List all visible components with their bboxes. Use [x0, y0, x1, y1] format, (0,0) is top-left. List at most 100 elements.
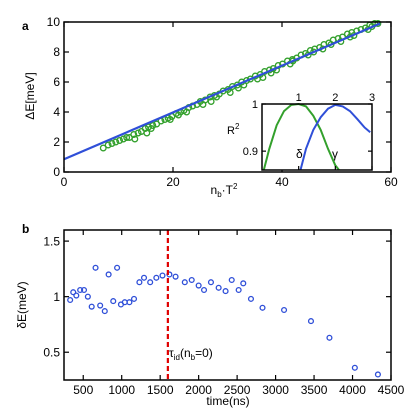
panel-a-ytick-label: 6 [53, 75, 60, 89]
annotation-sub: id [174, 353, 180, 362]
inset-ytick-label: 1 [252, 99, 258, 111]
panel-b-data-point [195, 282, 202, 289]
panel-b-data-point [105, 271, 112, 278]
panel-a-data-point [183, 108, 191, 116]
panel-a-xtick-label: 60 [384, 175, 398, 189]
panel-b-xtick-label: 3000 [262, 383, 289, 397]
panel-b-xlabel: time(ns) [206, 394, 249, 408]
panel-b-data-point [77, 286, 84, 294]
panel-b-data-point [326, 334, 333, 341]
panel-b-xtick-label: 3500 [301, 383, 328, 397]
inset-xtick-label: 3 [369, 92, 375, 104]
panel-b-data-point [126, 299, 133, 306]
panel-b-data-point [235, 286, 242, 294]
panel-a-xtick-label: 40 [275, 175, 289, 189]
panel-b-data-point [351, 364, 358, 371]
panel-b-data-point [92, 264, 99, 271]
panel-b-data-point [130, 295, 138, 302]
panel-b-data-point [70, 289, 77, 296]
panel-a-ytick-label: 8 [53, 45, 60, 59]
panel-a-data-point [104, 141, 112, 149]
panel-b-data-point [207, 279, 215, 286]
panel-b-marks [67, 230, 381, 380]
inset-xtick-label: 1 [296, 92, 302, 104]
panel-a-xtick-label: 0 [61, 175, 68, 189]
panel-label-a: a [22, 19, 29, 33]
panel-b-data-point [73, 292, 80, 299]
panel-b-data-point [374, 371, 381, 378]
panel-b-data-point [101, 308, 108, 315]
panel-b-data-point [153, 274, 160, 281]
panel-a-data-point [143, 129, 151, 137]
panel-a-data-point [134, 129, 142, 137]
panel-b-ytick-label: 0.5 [43, 345, 60, 359]
panel-b-ylabel: δE(meV) [15, 281, 29, 328]
panel-b-xtick-label: 2000 [185, 383, 212, 397]
panel-a-data-point [174, 111, 182, 119]
panel-a-data-point [116, 137, 124, 144]
panel-a-data-point [123, 134, 131, 141]
panel-b-data-point [67, 296, 74, 304]
panel-b-frame [63, 229, 392, 381]
annotation-tail: =0) [195, 346, 213, 360]
panel-b-xtick-label: 4500 [378, 383, 405, 397]
panel-a-xlabel-base: n [211, 183, 218, 197]
panel-label-b: b [22, 222, 29, 236]
panel-a-data-point [199, 101, 207, 108]
panel-a-data-point [131, 135, 139, 143]
panel-b-data-point [114, 264, 121, 271]
panel-b-data-point [97, 302, 104, 309]
annotation-rest: (n [180, 346, 191, 360]
panel-a-data-point [207, 98, 215, 105]
panel-b-data-point [222, 288, 229, 295]
inset-ticks: 1 2 3 0.9 1 [243, 92, 375, 170]
annotation-sub2: b [191, 353, 196, 362]
panel-b-ticks: 500 1000 1500 2000 2500 3000 3500 4000 4500 0.5 1 1… [43, 230, 405, 397]
panel-b-data-point [240, 280, 247, 287]
panel-b-xtick-label: 500 [73, 383, 93, 397]
inset-series-label-gamma: γ [332, 147, 338, 161]
panel-a-ytick-label: 0 [53, 165, 60, 179]
panel-a-data-point [166, 116, 174, 123]
inset-ylabel-sup: 2 [235, 122, 240, 131]
panel-a-data-point [130, 131, 138, 138]
panel-b-chart: 500 1000 1500 2000 2500 3000 3500 4000 4500 0.5 1 1… [15, 229, 405, 408]
panel-a-fit-line [63, 22, 381, 161]
inset-ylabel-base: R [227, 125, 235, 137]
panel-b-data-point [110, 298, 117, 305]
panel-a-data-point [147, 125, 155, 132]
panel-a-ylabel: ΔE[meV] [23, 72, 37, 119]
panel-b-data-point [84, 293, 91, 300]
panel-b-data-point [140, 274, 148, 281]
panel-b-annotation: τid(nb=0) [169, 346, 213, 362]
panel-b-data-point [172, 273, 179, 280]
inset-frame [261, 103, 373, 171]
panel-b-data-point [88, 303, 95, 310]
panel-b-data-point [80, 286, 88, 294]
panel-a-ytick-label: 4 [53, 105, 60, 119]
panel-a-ticks: 0 20 40 60 0 2 4 6 8 10 [47, 15, 398, 189]
panel-a-xlabel-rest: ·T [222, 183, 234, 197]
panel-b-data-point [188, 276, 195, 284]
panel-b-data-point [281, 306, 288, 314]
panel-b-data-point [181, 279, 188, 286]
panel-b-data-point [200, 286, 208, 294]
panel-a-xlabel-sup: 2 [233, 182, 238, 191]
panel-a-ytick-label: 10 [47, 15, 61, 29]
panel-b-data-point [159, 272, 166, 279]
panel-b-data-point [215, 284, 222, 291]
inset-curve-delta [262, 102, 340, 171]
panel-b-xtick-label: 4000 [339, 383, 366, 397]
panel-a-marks [63, 20, 382, 161]
inset-ytick-label: 0.9 [243, 146, 258, 158]
panel-a-data-point [112, 138, 120, 146]
panel-a-xlabel-sub: b [217, 190, 222, 199]
panel-a-xtick-label: 20 [166, 175, 180, 189]
inset-curve-gamma [299, 103, 371, 171]
panel-b-data-point [147, 279, 154, 286]
inset-ylabel: R2 [227, 122, 240, 137]
panel-a-data-point [99, 144, 107, 152]
panel-b-ytick-label: 1 [53, 290, 60, 304]
